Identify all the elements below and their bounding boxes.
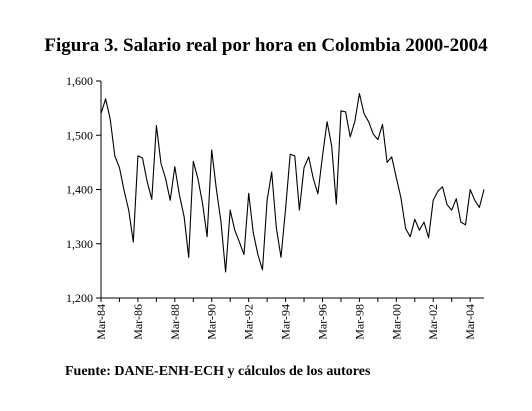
y-tick-label: 1,400 bbox=[66, 183, 93, 197]
x-tick-label: Mar-88 bbox=[168, 304, 182, 340]
x-tick-label: Mar-02 bbox=[426, 304, 440, 340]
y-tick-label: 1,500 bbox=[66, 128, 93, 142]
x-tick-label: Mar-96 bbox=[315, 304, 329, 340]
y-tick-label: 1,600 bbox=[66, 74, 93, 88]
chart-source: Fuente: DANE-ENH-ECH y cálculos de los a… bbox=[65, 364, 371, 379]
x-tick-label: Mar-98 bbox=[352, 304, 366, 340]
y-axis-ticks: 1,200 1,300 1,400 1,500 1,600 bbox=[66, 74, 101, 305]
x-tick-label: Mar-86 bbox=[131, 304, 145, 340]
y-tick-label: 1,200 bbox=[66, 291, 93, 305]
x-tick-label: Mar-84 bbox=[94, 304, 108, 340]
x-tick-label: Mar-00 bbox=[389, 304, 403, 340]
chart-title: Figura 3. Salario real por hora en Colom… bbox=[44, 35, 488, 56]
y-tick-label: 1,300 bbox=[66, 237, 93, 251]
x-axis-ticks: Mar-84 Mar-86 Mar-88 Mar-90 Mar-92 Mar-94 Mar-… bbox=[94, 298, 477, 340]
x-tick-label: Mar-94 bbox=[279, 304, 293, 340]
x-tick-label: Mar-04 bbox=[463, 304, 477, 340]
series-line bbox=[100, 92, 485, 273]
x-tick-label: Mar-90 bbox=[205, 304, 219, 340]
x-tick-label: Mar-92 bbox=[242, 304, 256, 340]
